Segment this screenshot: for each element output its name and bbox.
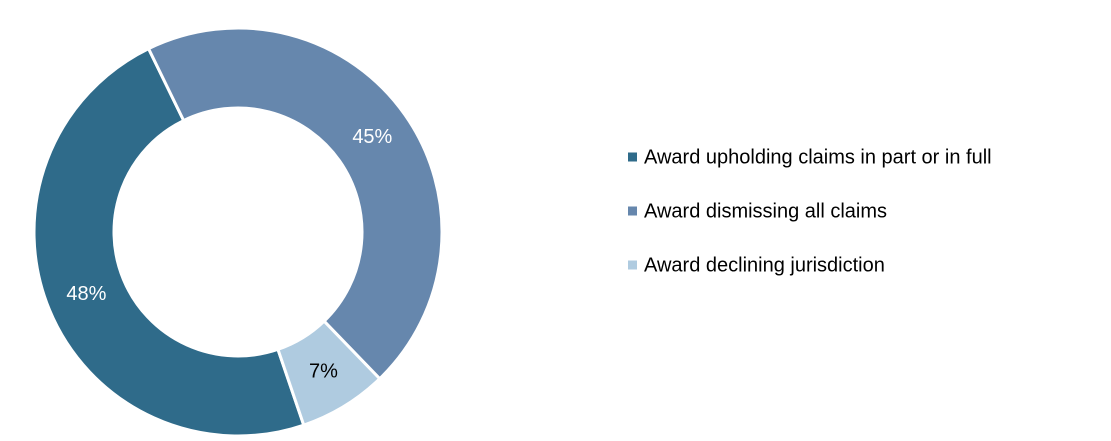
- data-label: 48%: [66, 283, 106, 305]
- donut-slice: [276, 319, 382, 428]
- donut-slice: [32, 46, 306, 438]
- legend-label: Award dismissing all claims: [644, 200, 887, 222]
- legend-label: Award declining jurisdiction: [644, 254, 885, 276]
- legend-swatch: [628, 206, 637, 216]
- legend-swatch: [628, 260, 637, 270]
- legend-label: Award upholding claims in part or in ful…: [644, 146, 992, 168]
- legend-swatch: [628, 152, 637, 162]
- data-label: 7%: [309, 360, 338, 382]
- data-label: 45%: [352, 126, 392, 148]
- donut-slice: [146, 26, 444, 381]
